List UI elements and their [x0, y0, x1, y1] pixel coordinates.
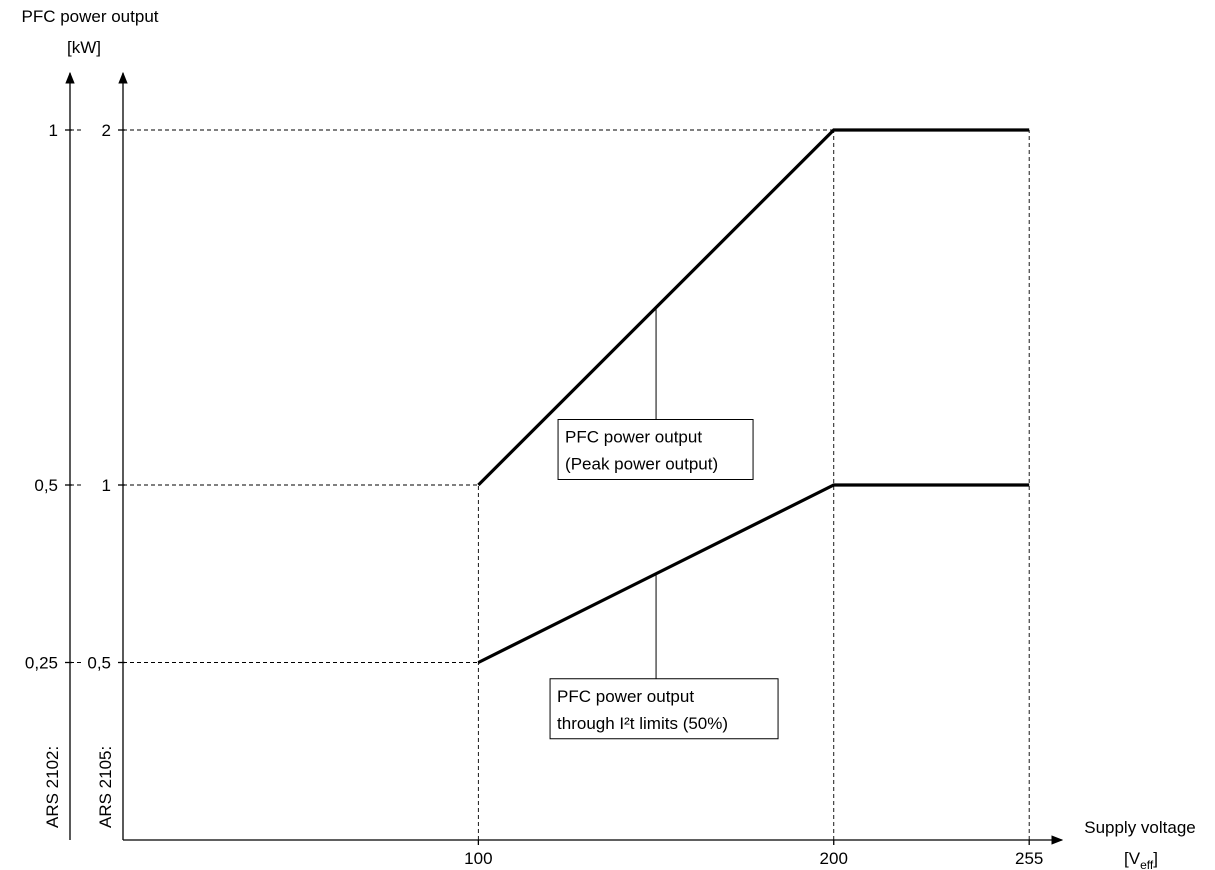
series-line-2 [477, 483, 1030, 664]
series-lines [477, 128, 1030, 664]
outer-tick-label: 0,5 [34, 476, 58, 495]
inner-tick-label: 2 [102, 121, 111, 140]
series-line-1 [477, 128, 1030, 487]
y-axis-title-line2: [kW] [67, 38, 101, 57]
annotation-box [549, 678, 779, 740]
x-tick-label: 255 [1015, 849, 1043, 868]
outer-tick-label: 0,25 [25, 654, 58, 673]
annotation-text: PFC power output [565, 428, 702, 447]
annotation-text: (Peak power output) [565, 455, 718, 474]
annotation-text: PFC power output [557, 687, 694, 706]
x-tick-label: 100 [464, 849, 492, 868]
guide-lines [70, 129, 1030, 840]
outer-tick-label: 1 [49, 121, 58, 140]
x-axis-unit: [Veff] [1124, 849, 1158, 870]
x-tick-label: 200 [820, 849, 848, 868]
x-axis-title: Supply voltage [1084, 818, 1196, 837]
inner-tick-label: 1 [102, 476, 111, 495]
annotation-text: through I²t limits (50%) [557, 714, 728, 733]
inner-tick-label: 0,5 [87, 654, 111, 673]
y-axis-title-line1: PFC power output [21, 7, 158, 26]
annotation-box [557, 419, 754, 480]
tick-labels: 0,5 1 2 0,25 0,5 1 100 200 255 [25, 121, 1043, 868]
inner-axis-label: ARS 2105: [96, 746, 115, 828]
annotations: PFC power output (Peak power output) PFC p… [549, 307, 779, 740]
outer-axis-label: ARS 2102: [43, 746, 62, 828]
